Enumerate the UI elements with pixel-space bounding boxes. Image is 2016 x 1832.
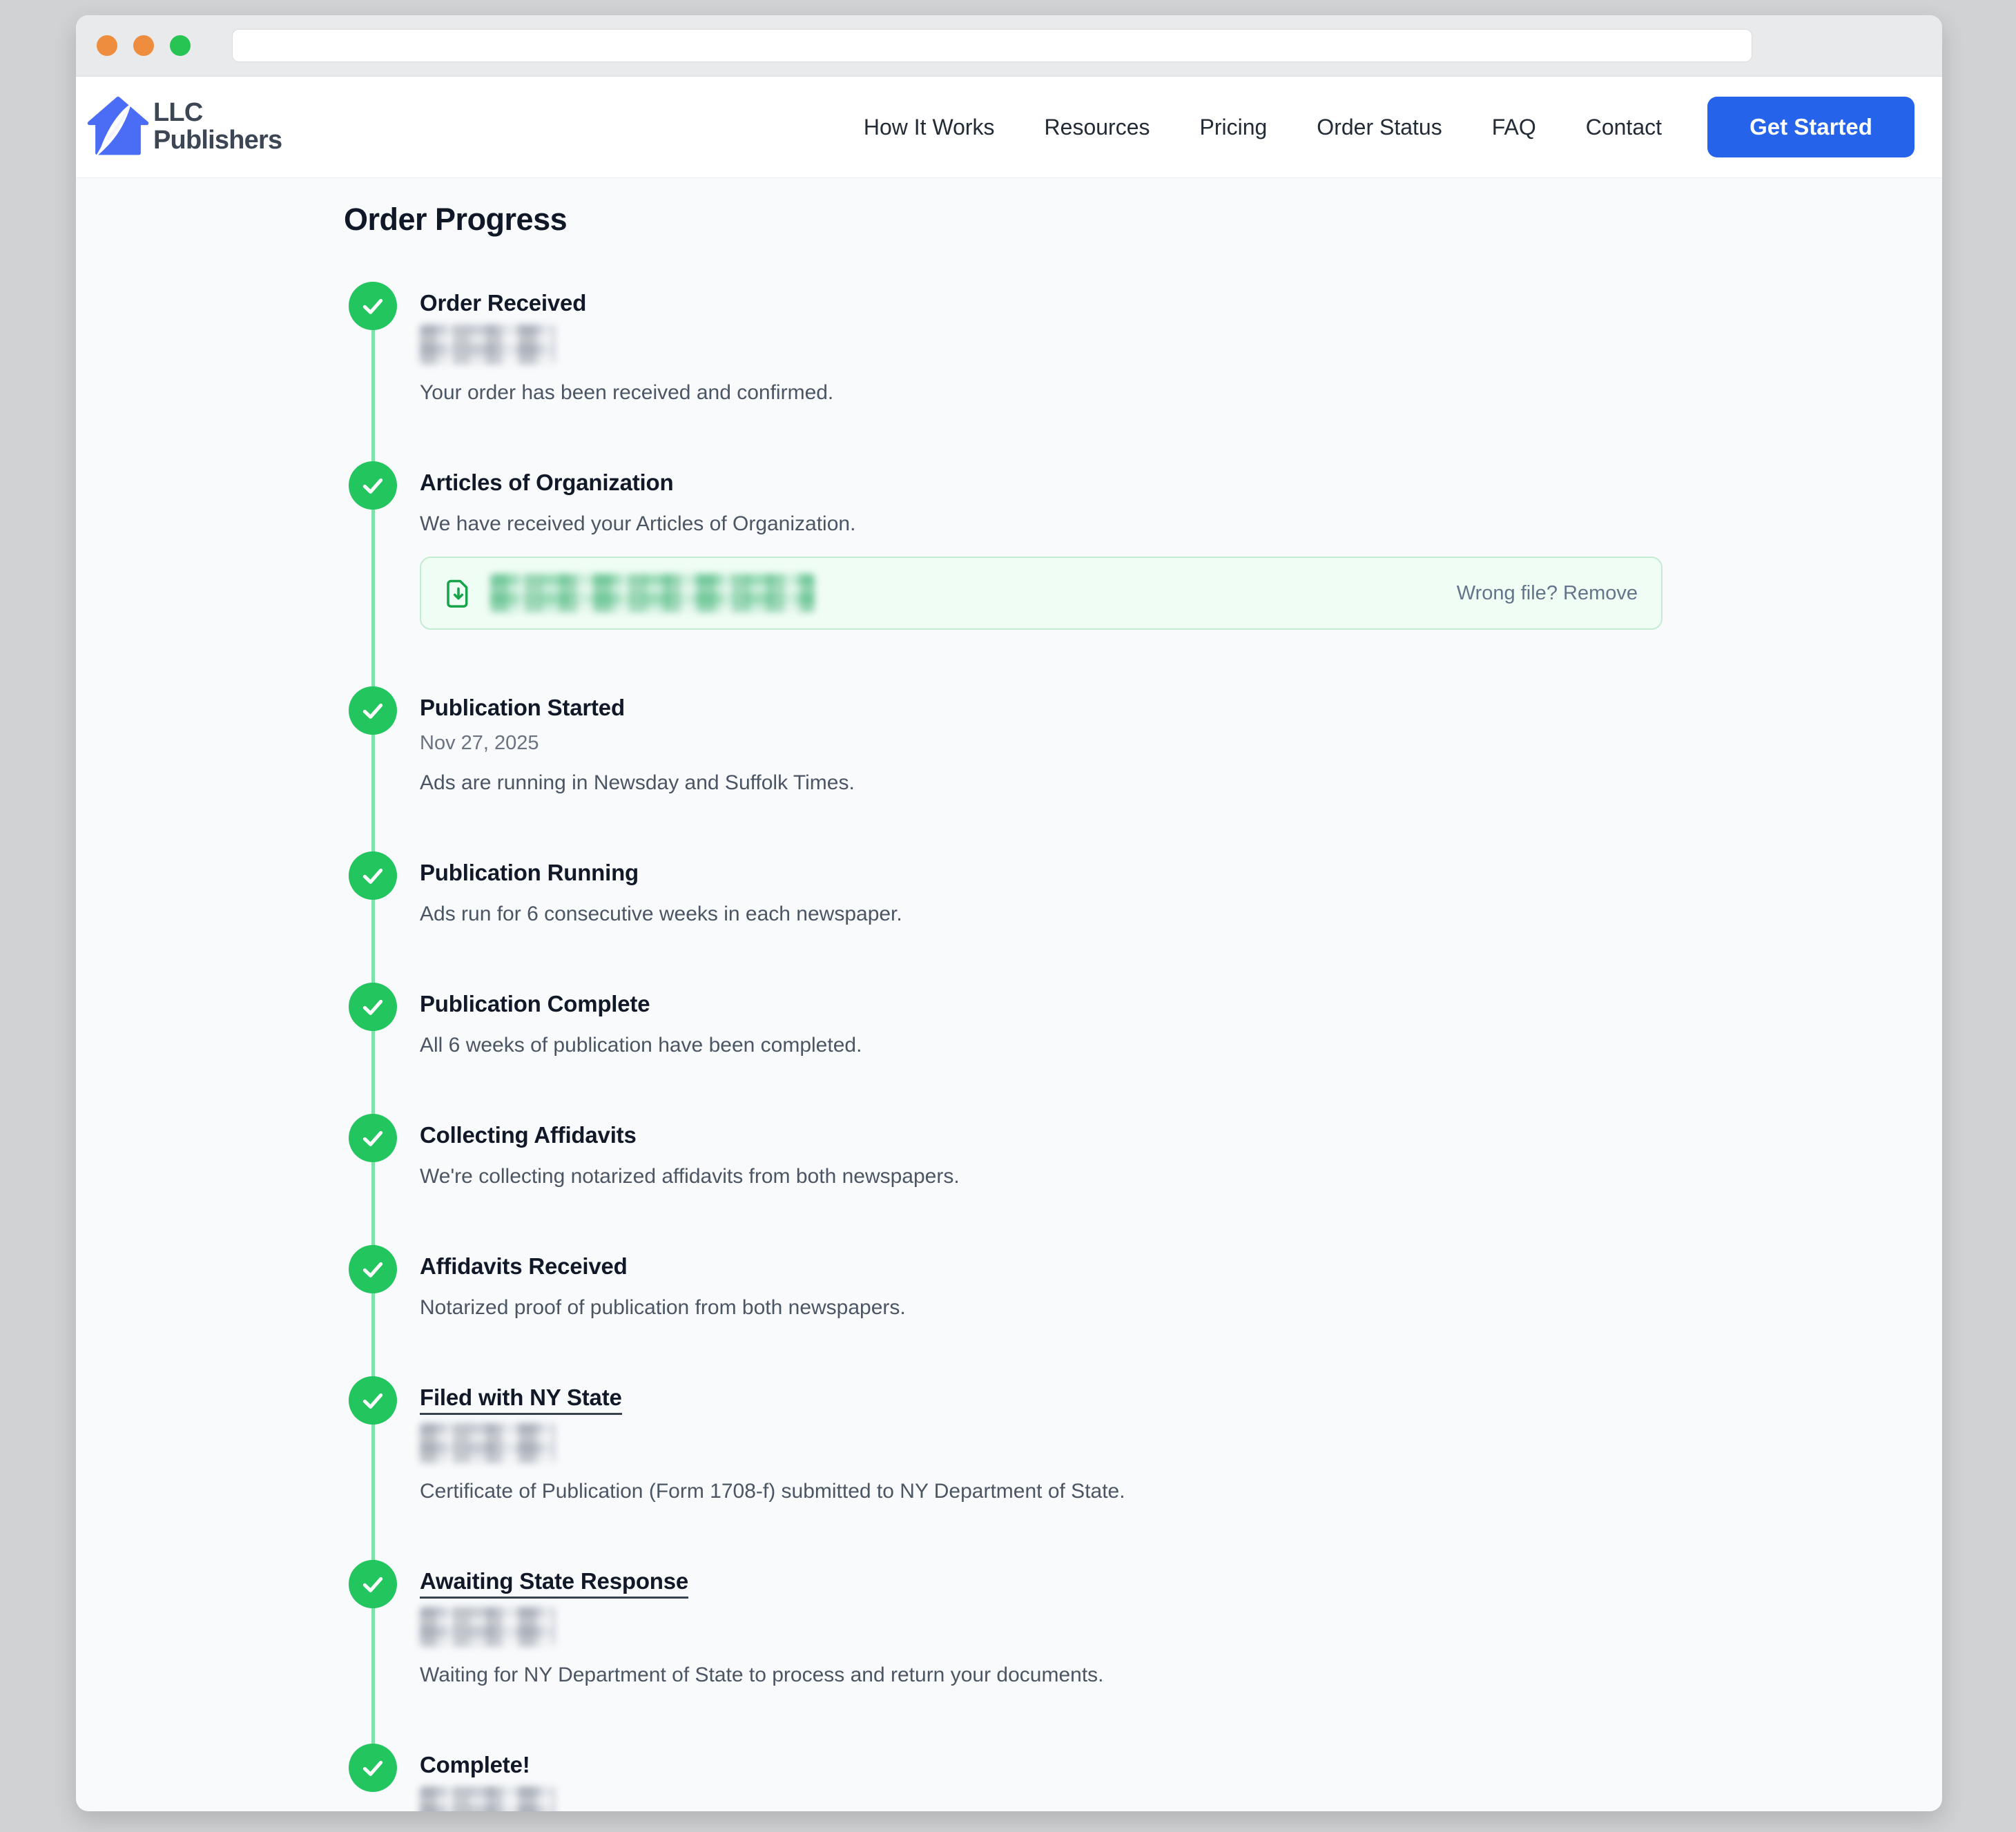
get-started-button[interactable]: Get Started [1707,97,1915,157]
redacted-date [420,1786,555,1811]
logo[interactable]: LLC Publishers [86,93,282,161]
order-timeline: Order Received Your order has been recei… [344,282,1942,1811]
step-description: Ads are running in Newsday and Suffolk T… [420,771,855,794]
order-progress-page: Order Progress Order Received Your order… [76,178,1942,1811]
check-icon [359,1754,387,1782]
check-circle [349,461,397,510]
timeline-step-order-received: Order Received Your order has been recei… [344,282,1942,405]
timeline-step-affidavits-received: Affidavits Received Notarized proof of p… [344,1245,1942,1320]
redacted-date [420,1607,555,1647]
step-description: We have received your Articles of Organi… [420,512,856,535]
check-circle [349,686,397,735]
browser-chrome [76,15,1942,77]
step-description: Waiting for NY Department of State to pr… [420,1664,1104,1686]
timeline-step-collecting-affidavits: Collecting Affidavits We're collecting n… [344,1114,1942,1188]
logo-line1: LLC [153,98,203,128]
check-icon [359,1570,387,1598]
timeline-step-publication-running: Publication Running Ads run for 6 consec… [344,851,1942,926]
url-bar[interactable] [232,29,1752,62]
nav-resources[interactable]: Resources [1044,114,1150,139]
redacted-date [420,1423,555,1463]
step-title: Publication Complete [420,991,650,1016]
step-description: Ads run for 6 consecutive weeks in each … [420,903,902,925]
step-title: Awaiting State Response [420,1568,688,1599]
step-date: Nov 27, 2025 [420,732,539,754]
check-icon [359,472,387,499]
step-title: Complete! [420,1752,530,1777]
timeline-step-filed-with-ny-state: Filed with NY State Certificate of Publi… [344,1376,1942,1503]
house-quill-logo-icon [87,96,149,159]
site-header: LLC Publishers How It Works Resources Pr… [76,77,1942,178]
check-icon [359,697,387,724]
nav-faq[interactable]: FAQ [1491,114,1536,139]
step-title: Filed with NY State [420,1385,622,1415]
nav-contact[interactable]: Contact [1585,114,1662,139]
step-title: Order Received [420,290,587,316]
check-circle [349,851,397,900]
logo-line2: Publishers [153,126,282,155]
window-button-2[interactable] [133,35,154,56]
check-circle [349,1560,397,1608]
timeline-step-publication-started: Publication Started Nov 27, 2025 Ads are… [344,686,1942,795]
page-title: Order Progress [344,202,568,237]
redacted-date [420,325,555,365]
window-button-1[interactable] [97,35,117,56]
uploaded-file-box: Wrong file? Remove [420,557,1663,630]
step-description: Certificate of Publication (Form 1708-f)… [420,1480,1125,1503]
check-circle [349,983,397,1031]
check-circle [349,1245,397,1293]
timeline-step-articles-of-organization: Articles of Organization We have receive… [344,461,1942,630]
step-title: Publication Started [420,695,625,720]
nav-order-status[interactable]: Order Status [1317,114,1442,139]
step-title: Publication Running [420,860,639,885]
timeline-step-publication-complete: Publication Complete All 6 weeks of publ… [344,983,1942,1057]
redacted-file-name [490,574,815,613]
timeline-step-awaiting-state-response: Awaiting State Response Waiting for NY D… [344,1560,1942,1687]
file-download-icon [447,579,468,608]
step-description: Notarized proof of publication from both… [420,1296,906,1319]
nav-how-it-works[interactable]: How It Works [863,114,995,139]
step-title: Collecting Affidavits [420,1122,637,1148]
check-circle [349,1744,397,1792]
step-description: We're collecting notarized affidavits fr… [420,1165,960,1188]
step-title: Affidavits Received [420,1253,628,1279]
remove-file-link[interactable]: Wrong file? Remove [1456,581,1638,604]
check-icon [359,862,387,889]
logo-text: LLC Publishers [153,99,282,154]
check-icon [359,1387,387,1414]
step-description: Your order has been received and confirm… [420,381,834,404]
check-circle [349,282,397,330]
check-circle [349,1376,397,1425]
check-icon [359,292,387,320]
check-circle [349,1114,397,1162]
window-button-3[interactable] [170,35,191,56]
check-icon [359,993,387,1021]
timeline-step-complete: Complete! Your LLC publication requireme… [344,1744,1942,1811]
check-icon [359,1255,387,1283]
check-icon [359,1124,387,1152]
nav-pricing[interactable]: Pricing [1199,114,1268,139]
step-description: All 6 weeks of publication have been com… [420,1034,862,1057]
window-controls [97,35,191,56]
browser-window: LLC Publishers How It Works Resources Pr… [76,15,1942,1811]
step-title: Articles of Organization [420,470,674,495]
main-nav: How It Works Resources Pricing Order Sta… [864,115,1662,140]
